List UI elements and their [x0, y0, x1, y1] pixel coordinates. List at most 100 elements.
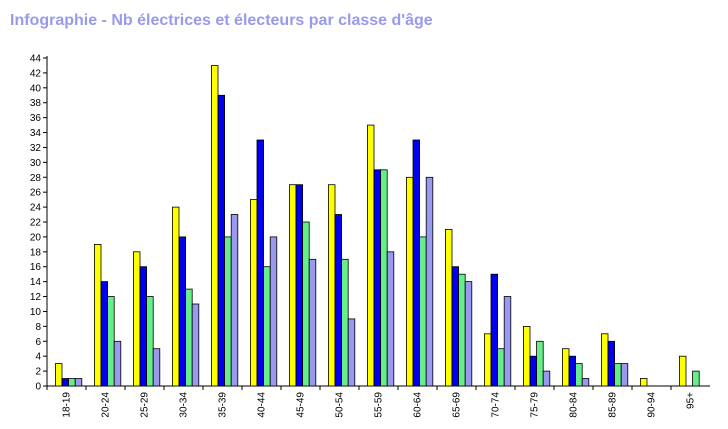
- bar: [269, 236, 278, 387]
- bar: [640, 378, 648, 387]
- bar: [327, 184, 336, 387]
- y-axis-labels: 0246810121416182022242628303234363840424…: [30, 54, 42, 393]
- bar: [497, 348, 505, 387]
- bar: [256, 139, 264, 387]
- bar: [464, 281, 473, 387]
- x-tick-label: 70-74: [491, 392, 502, 418]
- bar: [523, 325, 531, 387]
- x-tick-label: 18-19: [62, 392, 73, 418]
- y-tick-label: 30: [30, 158, 42, 169]
- bar: [334, 214, 342, 387]
- bar: [458, 273, 466, 387]
- x-tick-label: 60-64: [413, 392, 424, 418]
- bar: [107, 296, 115, 387]
- x-tick-label: 25-29: [140, 392, 151, 418]
- bar: [581, 378, 590, 387]
- bar: [263, 266, 271, 387]
- chart-bars: [55, 65, 700, 387]
- bar: [412, 139, 420, 387]
- bar: [679, 355, 687, 387]
- bar: [562, 348, 570, 387]
- bar: [575, 363, 583, 387]
- bar: [607, 340, 615, 387]
- bar: [451, 266, 459, 387]
- bar: [224, 236, 232, 387]
- bar: [386, 251, 395, 387]
- bar: [425, 176, 434, 387]
- bar: [302, 221, 310, 387]
- bar: [419, 236, 427, 387]
- bar: [74, 378, 83, 387]
- bar: [444, 229, 453, 387]
- bar: [210, 65, 219, 387]
- y-tick-label: 18: [30, 247, 42, 258]
- bar: [178, 236, 186, 387]
- bar: [366, 124, 375, 387]
- bar: [94, 243, 102, 387]
- bar: [288, 184, 297, 387]
- x-tick-label: 30-34: [179, 392, 190, 418]
- y-tick-label: 44: [30, 54, 42, 65]
- x-tick-label: 50-54: [335, 392, 346, 418]
- y-tick-label: 12: [30, 292, 42, 303]
- y-tick-label: 10: [30, 307, 42, 318]
- x-tick-label: 80-84: [569, 392, 580, 418]
- bar: [217, 94, 225, 387]
- y-tick-label: 6: [35, 337, 41, 348]
- y-tick-label: 2: [35, 367, 41, 378]
- y-tick-label: 16: [30, 262, 42, 273]
- bar: [146, 296, 154, 387]
- y-tick-label: 24: [30, 203, 42, 214]
- y-tick-label: 22: [30, 218, 42, 229]
- y-tick-label: 14: [30, 277, 42, 288]
- x-tick-label: 55-59: [374, 392, 385, 418]
- bar: [601, 333, 609, 387]
- y-tick-label: 38: [30, 98, 42, 109]
- y-tick-label: 0: [35, 382, 41, 393]
- x-tick-label: 65-69: [452, 392, 463, 418]
- bar: [152, 348, 161, 387]
- bar: [61, 378, 69, 387]
- y-tick-label: 8: [35, 322, 41, 333]
- bar: [529, 355, 537, 387]
- x-tick-label: 95+: [686, 392, 697, 409]
- bar: [620, 363, 629, 387]
- bar: [614, 363, 622, 387]
- bar: [249, 199, 258, 387]
- bar: [347, 318, 356, 387]
- bar: [380, 169, 388, 387]
- y-tick-label: 28: [30, 173, 42, 184]
- bar: [536, 340, 544, 387]
- y-tick-label: 36: [30, 113, 42, 124]
- x-tick-label: 90-94: [647, 392, 658, 418]
- bar: [483, 333, 492, 387]
- bar: [171, 206, 180, 387]
- x-axis-labels: 18-19 20-24 25-29 30-34 35-39 40-44 45-49 50-54…: [62, 392, 697, 418]
- bar: [230, 214, 239, 387]
- x-tick-label: 40-44: [257, 392, 268, 418]
- bar: [568, 355, 576, 387]
- chart-title: Infographie - Nb électrices et électeurs…: [10, 12, 433, 29]
- bar: [55, 363, 63, 387]
- y-tick-label: 4: [35, 352, 41, 363]
- x-tick-label: 75-79: [530, 392, 541, 418]
- bar: [692, 370, 700, 387]
- bar: [295, 184, 303, 387]
- y-tick-label: 26: [30, 188, 42, 199]
- bar: [490, 273, 498, 387]
- bar: [542, 370, 551, 387]
- bar: [100, 281, 108, 387]
- x-tick-label: 20-24: [101, 392, 112, 418]
- bar: [113, 340, 122, 387]
- y-tick-label: 42: [30, 68, 42, 79]
- y-tick-label: 34: [30, 128, 42, 139]
- bar: [139, 266, 147, 387]
- y-tick-label: 40: [30, 83, 42, 94]
- bar: [308, 258, 317, 387]
- bar: [191, 303, 200, 387]
- y-tick-label: 20: [30, 232, 42, 243]
- bar: [373, 169, 381, 387]
- bar: [132, 251, 141, 387]
- bar: [341, 258, 349, 387]
